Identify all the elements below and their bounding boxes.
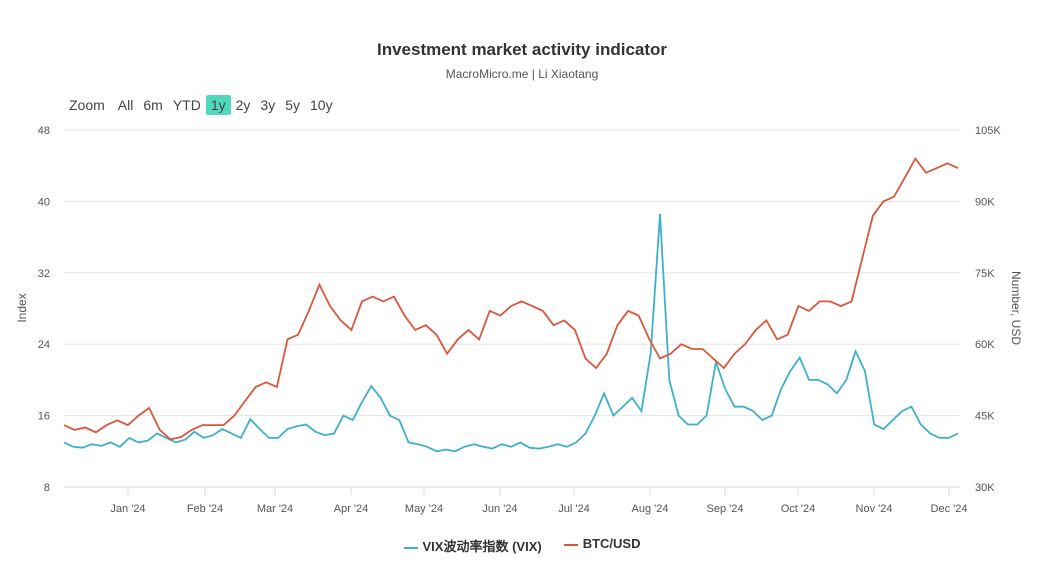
- range-button-1y[interactable]: 1y: [205, 95, 231, 115]
- x-tick-label: Aug '24: [632, 503, 669, 515]
- y-left-label: Index: [15, 293, 29, 322]
- y-left-tick: 24: [38, 339, 50, 351]
- x-tick-label: May '24: [405, 503, 443, 515]
- range-button-5y[interactable]: 5y: [285, 97, 300, 113]
- legend-label: BTC/USD: [582, 536, 641, 551]
- range-selector: Zoom All 6m YTD 1y 2y 3y 5y 10y: [64, 95, 338, 115]
- x-tick-label: Mar '24: [257, 503, 293, 515]
- legend-label: VIX波动率指数 (VIX): [422, 539, 542, 554]
- chart-title: Investment market activity indicator: [376, 40, 668, 59]
- range-button-ytd[interactable]: YTD: [172, 97, 201, 113]
- series-line-btc: [63, 156, 959, 441]
- x-tick-label: Nov '24: [856, 503, 893, 515]
- y-left-tick: 8: [44, 482, 50, 494]
- chart-subtitle: MacroMicro.me | Li Xiaotang: [445, 67, 599, 81]
- series-line-vix: [63, 213, 959, 453]
- x-tick-label: Oct '24: [781, 503, 816, 515]
- zoom-label: Zoom: [69, 97, 105, 113]
- x-tick-label: Sep '24: [707, 503, 744, 515]
- y-left-tick: 40: [38, 196, 50, 208]
- legend-item-btc[interactable]: BTC/USD: [563, 536, 641, 555]
- y-left-tick: 32: [38, 268, 50, 280]
- legend: VIX波动率指数 (VIX) BTC/USD: [0, 536, 1044, 555]
- x-tick-label: Feb '24: [187, 503, 223, 515]
- y-right-tick: 75K: [975, 268, 995, 280]
- y-right-tick: 30K: [975, 482, 995, 494]
- x-tick-label: Apr '24: [334, 503, 369, 515]
- x-tick-label: Dec '24: [931, 503, 968, 515]
- y-right-tick: 45K: [975, 411, 995, 423]
- y-right-label: Number, USD: [1009, 271, 1023, 345]
- y-right-tick: 105K: [975, 125, 1001, 137]
- y-left-tick: 48: [38, 125, 50, 137]
- range-button-3y[interactable]: 3y: [260, 97, 276, 113]
- x-tick-label: Jun '24: [482, 503, 517, 515]
- y-left-tick: 16: [38, 411, 50, 423]
- range-button-2y[interactable]: 2y: [235, 97, 251, 113]
- range-button-all[interactable]: All: [117, 97, 134, 113]
- y-right-tick: 60K: [975, 339, 995, 351]
- legend-item-vix[interactable]: VIX波动率指数 (VIX): [403, 536, 542, 555]
- x-tick-label: Jan '24: [110, 503, 145, 515]
- y-right-tick: 90K: [975, 196, 995, 208]
- range-button-6m[interactable]: 6m: [143, 97, 163, 113]
- range-button-10y[interactable]: 10y: [310, 97, 333, 113]
- x-tick-label: Jul '24: [558, 503, 589, 515]
